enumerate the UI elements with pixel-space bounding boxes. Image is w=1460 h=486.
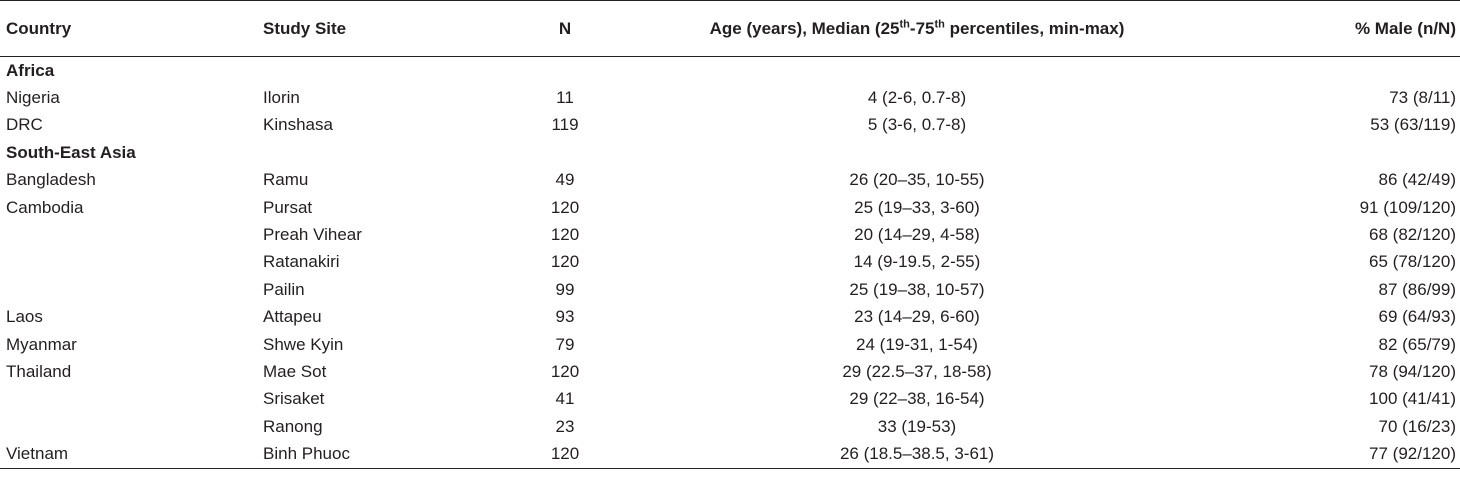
- cell-study-site: Ranong: [263, 416, 323, 436]
- cell-study-site: Attapeu: [263, 307, 322, 327]
- cell-country: Vietnam: [0, 440, 257, 469]
- table-row: Vietnam Binh Phuoc 120 26 (18.5–38.5, 3-61)…: [0, 440, 1460, 469]
- cell-country: Bangladesh: [6, 170, 96, 190]
- header-age-pre: Age (years), Median (25: [709, 18, 900, 38]
- cell-country: Cambodia: [6, 197, 84, 217]
- cell-country: Myanmar: [6, 334, 77, 354]
- table-body: Africa Nigeria Ilorin 11 4 (2-6, 0.7-8) 73 (8…: [0, 57, 1460, 469]
- cell-country: [0, 413, 257, 440]
- cell-n: 79: [555, 334, 575, 354]
- cell-n: 120: [550, 361, 580, 381]
- cell-country: [0, 276, 257, 303]
- group-label: South-East Asia: [6, 142, 136, 162]
- cell-age: 23 (14–29, 6-60): [854, 307, 980, 327]
- cell-age: 25 (19–38, 10-57): [849, 279, 985, 299]
- header-age-sup-2: th: [934, 17, 945, 30]
- header-n: N: [499, 0, 631, 57]
- cell-male: 77 (92/120): [1203, 440, 1460, 469]
- cell-male: 86 (42/49): [1378, 170, 1457, 190]
- header-age: Age (years), Median (25th-75th percentil…: [631, 0, 1203, 57]
- cell-age: 29 (22–38, 16-54): [849, 389, 985, 409]
- cell-age: 14 (9-19.5, 2-55): [853, 252, 981, 272]
- cell-n: 119: [551, 115, 579, 135]
- table-row: Srisaket 41 29 (22–38, 16-54) 100 (41/41): [0, 386, 1460, 413]
- cell-n: 23: [555, 416, 575, 436]
- cell-n: 120: [550, 225, 580, 245]
- cell-study-site: Binh Phuoc: [257, 440, 499, 469]
- cell-country: Thailand: [6, 361, 72, 381]
- header-age-post: percentiles, min-max): [944, 18, 1125, 38]
- table-row: Preah Vihear 120 20 (14–29, 4-58) 68 (82/12…: [0, 221, 1460, 248]
- cell-male: 87 (86/99): [1378, 279, 1457, 299]
- cell-male: 68 (82/120): [1369, 225, 1456, 245]
- cell-age: 5 (3-6, 0.7-8): [867, 115, 967, 135]
- table-row: Bangladesh Ramu 49 26 (20–35, 10-55) 86 (42/…: [0, 167, 1460, 194]
- cell-age: 29 (22.5–37, 18-58): [842, 361, 992, 381]
- cell-age: 24 (19-31, 1-54): [856, 334, 978, 354]
- table-row: Ratanakiri 120 14 (9-19.5, 2-55) 65 (78/120…: [0, 249, 1460, 276]
- cell-study-site: Shwe Kyin: [263, 334, 344, 354]
- cell-age: 20 (14–29, 4-58): [854, 225, 980, 245]
- cell-male: 70 (16/23): [1378, 416, 1457, 436]
- header-country: Country: [0, 0, 257, 57]
- cell-country: Nigeria: [6, 88, 60, 108]
- header-age-mid: -75: [909, 18, 935, 38]
- cell-male: 91 (109/120): [1359, 197, 1456, 217]
- cell-study-site: Mae Sot: [263, 361, 327, 381]
- table-row: Myanmar Shwe Kyin 79 24 (19-31, 1-54) 82 (65…: [0, 331, 1460, 358]
- cell-age: 33 (19-53): [877, 416, 957, 436]
- cell-male: 65 (78/120): [1369, 252, 1456, 272]
- table-row: Nigeria Ilorin 11 4 (2-6, 0.7-8) 73 (8/11): [0, 84, 1460, 111]
- cell-n: 49: [555, 170, 575, 190]
- cell-male: 73 (8/11): [1389, 88, 1456, 108]
- header-male: % Male (n/N): [1203, 0, 1460, 57]
- cell-male: 53 (63/119): [1370, 115, 1456, 135]
- table-header: Country Study Site N Age (years), Median…: [0, 0, 1460, 57]
- cell-study-site: Pursat: [263, 197, 313, 217]
- cell-n: 120: [550, 252, 580, 272]
- cell-age: 26 (18.5–38.5, 3-61): [631, 440, 1203, 469]
- cell-n: 41: [555, 389, 575, 409]
- cell-country: Laos: [6, 307, 43, 327]
- demographics-table: Country Study Site N Age (years), Median…: [0, 0, 1460, 469]
- cell-n: 11: [556, 88, 574, 108]
- table-row: Laos Attapeu 93 23 (14–29, 6-60) 69 (64/93): [0, 304, 1460, 331]
- cell-study-site: Ilorin: [263, 88, 300, 108]
- cell-age: 25 (19–33, 3-60): [854, 197, 980, 217]
- cell-age: 26 (20–35, 10-55): [849, 170, 985, 190]
- header-age-sup-1: th: [899, 17, 910, 30]
- cell-study-site: Ratanakiri: [263, 252, 340, 272]
- cell-male: 82 (65/79): [1378, 334, 1457, 354]
- cell-country: [0, 386, 257, 413]
- table-row: Thailand Mae Sot 120 29 (22.5–37, 18-58) 78 …: [0, 358, 1460, 385]
- header-study-site: Study Site: [257, 0, 499, 57]
- cell-n: 120: [550, 197, 580, 217]
- group-row: South-East Asia: [0, 139, 1460, 166]
- cell-country: [0, 249, 257, 276]
- cell-male: 69 (64/93): [1378, 307, 1457, 327]
- cell-n: 120: [499, 440, 631, 469]
- header-row: Country Study Site N Age (years), Median…: [0, 0, 1460, 57]
- cell-study-site: Srisaket: [263, 389, 325, 409]
- cell-study-site: Pailin: [263, 279, 305, 299]
- group-row: Africa: [0, 57, 1460, 85]
- cell-male: 78 (94/120): [1369, 361, 1456, 381]
- cell-n: 99: [555, 279, 575, 299]
- table-row: Ranong 23 33 (19-53) 70 (16/23): [0, 413, 1460, 440]
- cell-study-site: Kinshasa: [263, 115, 333, 135]
- table-row: DRC Kinshasa 119 5 (3-6, 0.7-8) 53 (63/119): [0, 112, 1460, 139]
- table-row: Pailin 99 25 (19–38, 10-57) 87 (86/99): [0, 276, 1460, 303]
- group-label: Africa: [6, 60, 55, 80]
- cell-n: 93: [555, 307, 575, 327]
- cell-age: 4 (2-6, 0.7-8): [867, 88, 967, 108]
- table-row: Cambodia Pursat 120 25 (19–33, 3-60) 91 (109…: [0, 194, 1460, 221]
- cell-study-site: Preah Vihear: [263, 225, 362, 245]
- cell-study-site: Ramu: [263, 170, 309, 190]
- cell-country: DRC: [6, 115, 43, 135]
- cell-country: [0, 221, 257, 248]
- cell-male: 100 (41/41): [1369, 389, 1456, 409]
